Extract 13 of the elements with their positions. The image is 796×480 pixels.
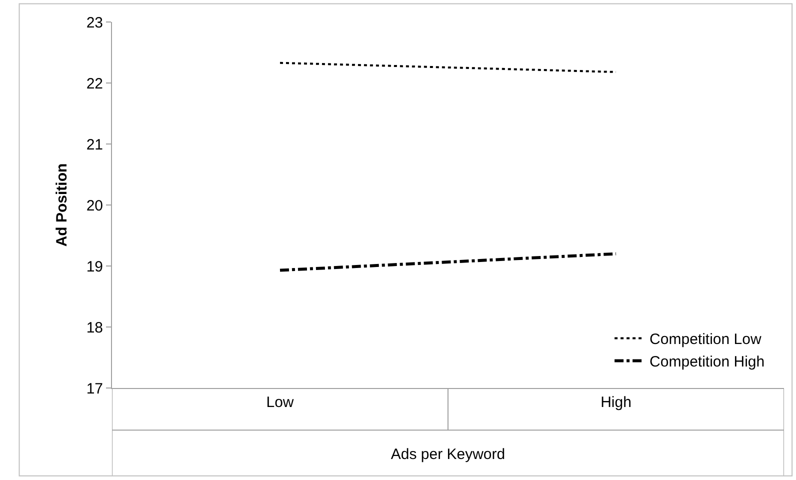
y-tick-label: 23 <box>86 14 103 32</box>
y-tick-label: 18 <box>86 319 103 336</box>
y-axis-title: Ad Position <box>54 163 71 247</box>
y-tick-label: 21 <box>86 136 103 154</box>
x-axis-title: Ads per Keyword <box>390 446 506 463</box>
legend-label: Competition Low <box>650 331 762 348</box>
x-tick-label: High <box>600 394 632 411</box>
legend-label: Competition High <box>650 354 765 371</box>
x-tick-label: Low <box>266 394 294 411</box>
y-tick-label: 17 <box>86 380 103 398</box>
y-tick-label: 22 <box>86 75 103 92</box>
y-tick-label: 20 <box>86 197 103 214</box>
y-tick-label: 19 <box>86 258 103 276</box>
